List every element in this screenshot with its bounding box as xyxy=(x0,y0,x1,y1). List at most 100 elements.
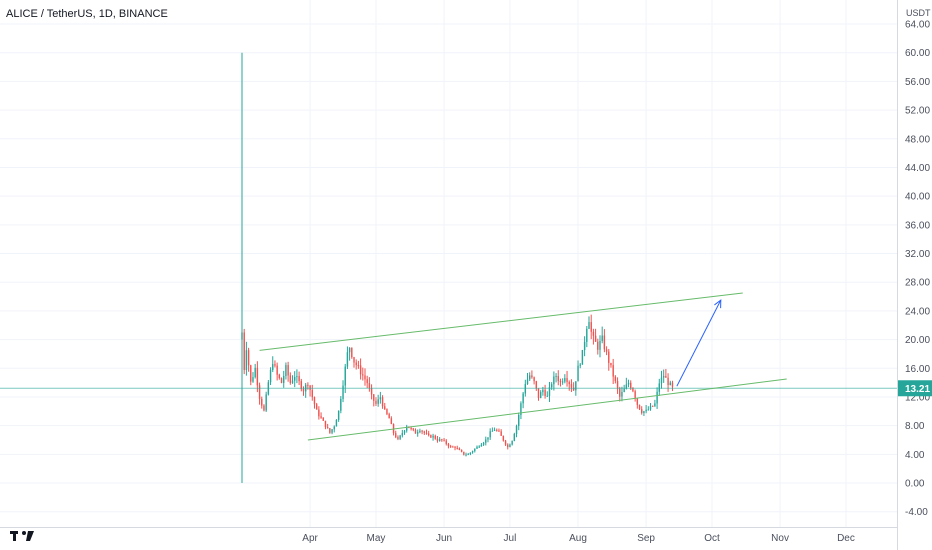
candle-body xyxy=(379,397,382,400)
candle-body xyxy=(533,377,535,382)
x-tick-label: Aug xyxy=(569,533,587,544)
candle-body xyxy=(261,398,263,406)
candle-body xyxy=(364,375,366,380)
candle-body xyxy=(528,375,531,380)
candle-body xyxy=(276,365,278,375)
candle-body xyxy=(425,432,428,434)
lower-channel-line[interactable] xyxy=(307,378,787,441)
candle-body xyxy=(605,349,608,352)
last-price-label: 13.21 xyxy=(905,384,930,395)
candle-body xyxy=(357,365,360,367)
candle-body xyxy=(384,406,386,410)
candle-body xyxy=(340,398,342,411)
candle-body xyxy=(630,382,632,389)
candle-body xyxy=(386,409,388,415)
candle-body xyxy=(438,439,441,441)
candle-body xyxy=(625,384,628,389)
candle-body xyxy=(612,365,614,377)
candle-body xyxy=(662,376,665,378)
candle-body xyxy=(291,380,294,383)
candle-body xyxy=(445,440,447,444)
candle-body xyxy=(388,414,390,419)
candle-body xyxy=(370,388,373,395)
candle-body xyxy=(539,392,542,399)
candle-body xyxy=(511,440,513,445)
candle-body xyxy=(329,428,331,433)
x-tick-label: Dec xyxy=(837,533,855,544)
y-tick-label: 8.00 xyxy=(905,421,925,432)
candle-body xyxy=(531,375,533,378)
x-tick-label: Nov xyxy=(771,533,789,544)
candle-body xyxy=(326,427,329,429)
projection-arrow[interactable] xyxy=(676,299,722,387)
candle-body xyxy=(285,365,287,376)
y-tick-label: 56.00 xyxy=(905,77,930,88)
candle-body xyxy=(535,381,538,389)
candle-body xyxy=(397,437,399,439)
candle-body xyxy=(515,425,518,434)
candle-body xyxy=(247,350,250,366)
candle-body xyxy=(616,381,619,389)
y-tick-label: 12.00 xyxy=(905,392,930,403)
candle-body xyxy=(362,374,364,376)
candle-body xyxy=(313,397,316,405)
candle-body xyxy=(649,405,652,410)
candle-body xyxy=(463,451,465,455)
candle-body xyxy=(597,341,599,350)
candle-body xyxy=(654,403,656,406)
candle-body xyxy=(296,376,298,378)
candle-body xyxy=(302,388,305,392)
y-tick-label: 40.00 xyxy=(905,192,930,203)
candle-body xyxy=(546,395,548,397)
candle-body xyxy=(307,384,309,386)
candle-body xyxy=(399,435,401,439)
candle-body xyxy=(465,454,467,456)
candle-body xyxy=(561,381,564,383)
candle-body xyxy=(621,392,623,397)
candle-body xyxy=(614,376,617,382)
candle-body xyxy=(353,357,355,363)
candle-body xyxy=(348,347,351,353)
candle-body xyxy=(482,442,485,445)
candle-body xyxy=(443,439,445,441)
candle-body xyxy=(427,433,430,436)
candle-body xyxy=(430,435,432,438)
candle-body xyxy=(603,335,606,350)
candle-body xyxy=(252,377,254,382)
candle-body xyxy=(599,340,601,350)
candle-body xyxy=(441,439,443,441)
candle-body xyxy=(342,385,344,399)
candle-body xyxy=(454,446,456,448)
candle-body xyxy=(548,387,551,396)
x-tick-label: Sep xyxy=(637,533,655,544)
x-tick-label: Apr xyxy=(302,533,318,544)
candle-body xyxy=(368,383,371,389)
candle-body xyxy=(623,388,625,393)
tradingview-logo-icon xyxy=(10,531,34,541)
projection-arrow-head xyxy=(714,299,722,309)
y-tick-label: 0.00 xyxy=(905,479,925,490)
y-tick-label: 32.00 xyxy=(905,249,930,260)
candle-body xyxy=(416,432,419,434)
candle-body xyxy=(401,433,404,436)
upper-channel-line[interactable] xyxy=(259,292,743,351)
candle-body xyxy=(324,420,327,428)
candle-body xyxy=(489,431,491,438)
candle-body xyxy=(641,409,643,414)
y-tick-label: 20.00 xyxy=(905,335,930,346)
candle-body xyxy=(333,426,335,430)
candle-body xyxy=(504,440,507,445)
candle-body xyxy=(601,335,603,341)
candle-body xyxy=(436,438,439,441)
candle-body xyxy=(311,390,313,398)
candle-body xyxy=(456,447,458,449)
candle-body xyxy=(373,394,375,401)
candle-body xyxy=(476,446,478,449)
candle-body xyxy=(293,376,296,381)
candle-body xyxy=(283,375,285,383)
candle-body xyxy=(241,332,243,340)
candle-body xyxy=(337,410,340,420)
candle-body xyxy=(315,404,318,410)
